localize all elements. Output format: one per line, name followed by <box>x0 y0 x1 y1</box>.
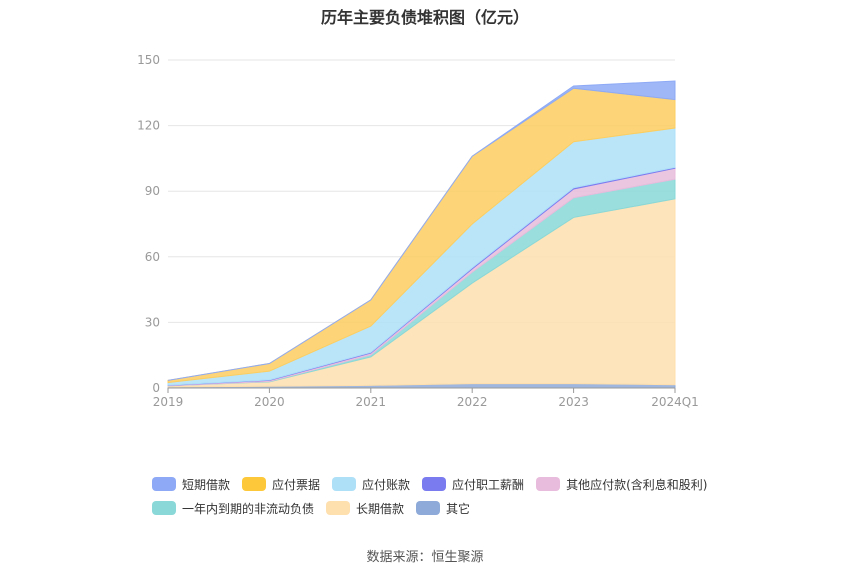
y-tick-label: 120 <box>137 119 160 133</box>
y-tick-label: 60 <box>145 250 160 264</box>
legend-label: 长期借款 <box>356 501 405 516</box>
legend-swatch <box>152 477 176 491</box>
y-tick-label: 0 <box>152 381 160 395</box>
legend-item[interactable]: 应付账款 <box>332 476 410 493</box>
legend-row: 一年内到期的非流动负债 长期借款 其它 <box>152 496 752 520</box>
legend-item[interactable]: 一年内到期的非流动负债 <box>152 500 314 517</box>
legend-label: 一年内到期的非流动负债 <box>182 501 315 516</box>
legend: 短期借款 应付票据 应付账款 应付职工薪酬 其他应付款(含利息和股利) 一年内到期的非流… <box>152 472 752 520</box>
legend-label: 其它 <box>446 501 471 516</box>
x-tick-label: 2019 <box>153 395 184 409</box>
legend-swatch <box>416 501 441 515</box>
legend-label: 应付账款 <box>362 477 411 492</box>
y-tick-label: 90 <box>145 184 160 198</box>
legend-item[interactable]: 长期借款 <box>326 500 404 517</box>
legend-swatch <box>536 477 561 491</box>
legend-swatch <box>242 477 267 491</box>
x-tick-label: 2023 <box>558 395 589 409</box>
legend-label: 应付票据 <box>272 477 321 492</box>
legend-swatch <box>422 477 447 491</box>
x-tick-label: 2024Q1 <box>651 395 699 409</box>
x-tick-label: 2020 <box>254 395 285 409</box>
x-tick-label: 2022 <box>457 395 488 409</box>
legend-row: 短期借款 应付票据 应付账款 应付职工薪酬 其他应付款(含利息和股利) <box>152 472 752 496</box>
legend-label: 其他应付款(含利息和股利) <box>566 477 708 492</box>
legend-item[interactable]: 应付票据 <box>242 476 320 493</box>
x-axis-ticks: 2019 2020 2021 2022 2023 2024Q1 <box>153 395 699 409</box>
legend-swatch <box>332 477 357 491</box>
x-tick-label: 2021 <box>356 395 387 409</box>
area-短期借款 <box>167 80 676 381</box>
data-source: 数据来源：恒生聚源 <box>366 550 484 565</box>
y-tick-label: 30 <box>145 315 160 329</box>
y-axis-ticks: 0 30 60 90 120 150 <box>137 53 160 395</box>
legend-item[interactable]: 其它 <box>416 500 470 517</box>
x-axis <box>167 387 676 393</box>
legend-item[interactable]: 其他应付款(含利息和股利) <box>536 476 707 493</box>
legend-item[interactable]: 应付职工薪酬 <box>422 476 524 493</box>
stacked-area-chart: 0 30 60 90 120 150 2019 2020 2021 2022 2023 2024Q1 <box>137 53 699 409</box>
chart-title: 历年主要负债堆积图（亿元） <box>320 8 529 27</box>
area-series <box>167 80 676 389</box>
y-tick-label: 150 <box>137 53 160 67</box>
legend-label: 应付职工薪酬 <box>452 477 525 492</box>
legend-item[interactable]: 短期借款 <box>152 476 230 493</box>
legend-swatch <box>326 501 351 515</box>
legend-swatch <box>152 501 176 515</box>
legend-label: 短期借款 <box>182 477 231 492</box>
